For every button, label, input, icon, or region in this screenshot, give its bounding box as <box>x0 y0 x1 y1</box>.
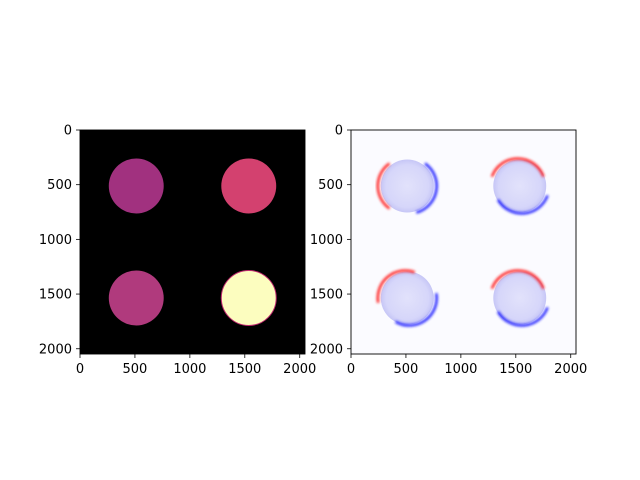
edge-negative <box>394 293 438 327</box>
spots-group <box>376 157 549 327</box>
x-tick-label: 1500 <box>228 362 261 377</box>
y-tick-label: 1500 <box>39 288 72 303</box>
edge-positive <box>490 269 545 290</box>
y-tick-label: 2000 <box>310 342 343 357</box>
y-tick-label: 1000 <box>310 233 343 248</box>
edge-negative <box>496 306 549 327</box>
axes-frame <box>79 129 306 355</box>
x-tick-label: 1500 <box>499 362 532 377</box>
x-tick-label: 500 <box>123 362 148 377</box>
x-tick-label: 0 <box>76 362 84 377</box>
edge-positive <box>490 157 545 178</box>
spot-2 <box>221 158 277 214</box>
x-tick-label: 0 <box>347 362 355 377</box>
x-tick-label: 1000 <box>444 362 477 377</box>
spot-2 <box>490 157 549 215</box>
spot-3 <box>376 269 438 327</box>
plot-background <box>351 130 576 354</box>
y-tick-label: 2000 <box>39 342 72 357</box>
axes-frame <box>350 129 577 355</box>
edge-negative <box>416 162 438 214</box>
spot-1 <box>376 159 438 214</box>
spots-group <box>108 158 277 326</box>
edge-positive <box>376 269 416 303</box>
edge-positive <box>376 162 391 210</box>
spot-3 <box>108 270 164 326</box>
plot-background <box>80 130 305 354</box>
y-tick-label: 500 <box>318 178 343 193</box>
spot-1 <box>108 158 164 214</box>
x-tick-label: 2000 <box>283 362 316 377</box>
left-panel: 0 500 1000 1500 2000 0 500 1000 1500 2000 <box>39 124 316 378</box>
edge-negative <box>496 194 549 215</box>
y-tick-label: 0 <box>64 124 72 139</box>
y-tick-label: 1000 <box>39 233 72 248</box>
x-tick-label: 2000 <box>554 362 587 377</box>
spot-4 <box>490 269 549 327</box>
x-tick-label: 1000 <box>173 362 206 377</box>
y-tick-label: 0 <box>335 124 343 139</box>
y-tick-label: 1500 <box>310 288 343 303</box>
x-tick-label: 500 <box>394 362 419 377</box>
y-tick-label: 500 <box>47 178 72 193</box>
right-panel: 0 500 1000 1500 2000 0 500 1000 1500 2000 <box>310 124 587 378</box>
spot-4 <box>220 270 277 326</box>
